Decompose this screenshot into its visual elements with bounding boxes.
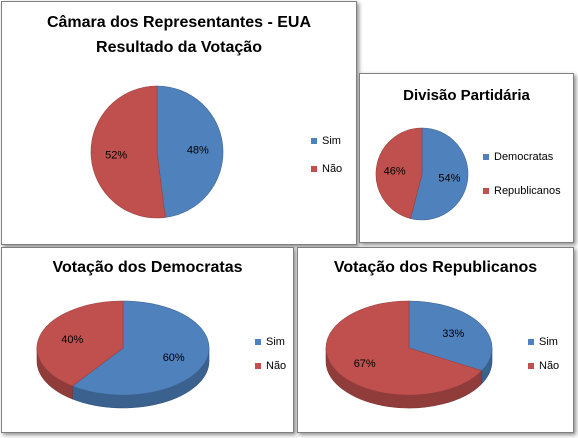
data-label: 48% <box>187 144 209 156</box>
legend-label: Sim <box>322 135 341 147</box>
legend-swatch <box>528 363 534 369</box>
pie-slice-republicanos <box>375 127 423 219</box>
legend-swatch <box>311 166 317 172</box>
legend-item: Não <box>311 162 342 176</box>
chart-title: Votação dos Republicanos <box>333 259 538 276</box>
legend-swatch <box>483 188 489 194</box>
legend-swatch <box>311 138 317 144</box>
legend-swatch <box>255 339 261 345</box>
legend-item: Sim <box>528 335 559 349</box>
chart-title: Divisão Partidária <box>403 87 530 104</box>
data-label: 40% <box>61 334 83 346</box>
chart-panel-party-division: Divisão Partidária 54% 46% Democratas Rep… <box>359 73 574 243</box>
chart-panel-vote-result: Câmara dos Representantes - EUA Resultad… <box>1 1 357 245</box>
chart-panel-democrat-votes: Votação dos Democratas 60% 40% Sim Não <box>1 247 294 433</box>
legend-swatch <box>528 339 534 345</box>
pie-slice-sim <box>71 300 210 396</box>
legend-label: Sim <box>539 336 558 348</box>
chart-legend: Sim Não <box>255 335 286 387</box>
data-label: 54% <box>438 172 460 184</box>
chart-legend: Democratas Republicanos <box>483 150 561 212</box>
legend-label: Democratas <box>494 151 554 163</box>
legend-item: Democratas <box>483 150 561 164</box>
legend-label: Sim <box>266 336 285 348</box>
legend-item: Republicanos <box>483 184 561 198</box>
data-label: 67% <box>354 358 376 370</box>
legend-label: Não <box>266 360 287 372</box>
legend-label: Não <box>322 163 343 175</box>
legend-item: Sim <box>311 134 342 148</box>
pie-chart: 54% 46% <box>375 127 469 221</box>
chart-title: Votação dos Democratas <box>52 259 243 276</box>
chart-panel-republican-votes: Votação dos Republicanos 33% 67% Sim Não <box>297 247 574 433</box>
legend-item: Não <box>255 359 286 373</box>
data-label: 33% <box>442 328 464 340</box>
legend-item: Sim <box>255 335 286 349</box>
pie-chart: 48% 52% <box>90 85 224 219</box>
pie-slice-não <box>36 300 124 387</box>
legend-swatch <box>483 154 489 160</box>
data-label: 46% <box>384 166 406 178</box>
pie-chart: 60% 40% <box>36 300 210 409</box>
pie-chart: 33% 67% <box>325 300 493 409</box>
pie-slice-sim <box>156 85 224 218</box>
pie-slice-não <box>90 85 166 219</box>
legend-swatch <box>255 363 261 369</box>
legend-item: Não <box>528 359 559 373</box>
chart-legend: Sim Não <box>528 335 559 387</box>
legend-label: Não <box>539 360 560 372</box>
data-label: 52% <box>105 150 127 162</box>
pie-slice-democratas <box>410 127 469 221</box>
pie-slice-não <box>325 300 483 396</box>
data-label: 60% <box>163 352 185 364</box>
pie-slice-sim <box>408 300 493 371</box>
legend-label: Republicanos <box>494 185 561 197</box>
chart-legend: Sim Não <box>311 134 342 190</box>
chart-title: Câmara dos Representantes - EUA Resultad… <box>46 14 312 56</box>
